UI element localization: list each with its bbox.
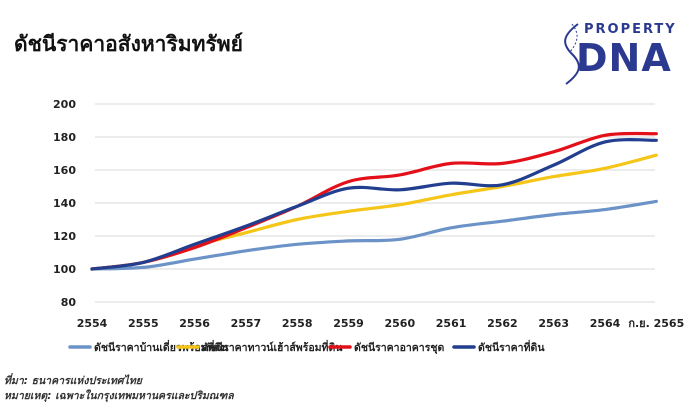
y-tick-labels: 80 100 120 140 160 180 200 xyxy=(53,98,76,309)
x-tick-labels: 2554 2555 2556 2557 2558 2559 2560 2561 2562 2563… xyxy=(77,317,685,330)
grid-layer xyxy=(95,103,655,303)
y-tick-label: 160 xyxy=(53,164,76,177)
legend: ดัชนีราคาบ้านเดี่ยวพร้อมที่ดินดัชนีราคาท… xyxy=(68,339,545,355)
dna-swirl-icon xyxy=(564,23,580,85)
x-tick-label: 2564 xyxy=(590,317,621,330)
x-tick-label: 2560 xyxy=(384,317,415,330)
x-tick-label: 2556 xyxy=(179,317,210,330)
series-line-4 xyxy=(90,138,658,271)
legend-label: ดัชนีราคาที่ดิน xyxy=(478,339,545,354)
y-tick-label: 80 xyxy=(61,296,77,309)
y-tick-label: 100 xyxy=(53,263,76,276)
x-tick-label: 2562 xyxy=(487,317,518,330)
y-tick-label: 180 xyxy=(53,131,76,144)
legend-label: ดัชนีราคาบ้านเดี่ยวพร้อมที่ดิน xyxy=(94,339,229,354)
brand-logo: PROPERTY DNA xyxy=(564,22,682,86)
series-line-3 xyxy=(90,131,658,271)
chart-notes: ที่มา: ธนาคารแห่งประเทศไทย หมายเหตุ: เฉพ… xyxy=(4,374,234,404)
remark-note: หมายเหตุ: เฉพาะในกรุงเทพมหานครและปริมณฑล xyxy=(4,390,234,402)
series-lines xyxy=(90,131,658,271)
chart-title: ดัชนีราคาอสังหาริมทรัพย์ xyxy=(14,32,243,56)
series-line-1 xyxy=(90,199,658,271)
source-note: ที่มา: ธนาคารแห่งประเทศไทย xyxy=(4,375,142,387)
x-tick-label: 2563 xyxy=(538,317,569,330)
brand-logo-top: PROPERTY xyxy=(584,22,677,37)
y-tick-label: 200 xyxy=(53,98,76,111)
x-tick-label: 2557 xyxy=(231,317,262,330)
x-tick-label: 2555 xyxy=(128,317,159,330)
x-tick-label: 2558 xyxy=(282,317,313,330)
x-tick-label: 2559 xyxy=(333,317,364,330)
brand-logo-main: DNA xyxy=(576,36,672,80)
y-tick-label: 140 xyxy=(53,197,76,210)
x-tick-label: 2561 xyxy=(436,317,467,330)
x-tick-label: ก.ย. 2565 xyxy=(628,317,684,330)
y-tick-label: 120 xyxy=(53,230,76,243)
legend-label: ดัชนีราคาอาคารชุด xyxy=(354,341,444,355)
x-tick-label: 2554 xyxy=(77,317,108,330)
legend-label: ดัชนีราคาทาวน์เฮ้าส์พร้อมที่ดิน xyxy=(202,339,343,354)
